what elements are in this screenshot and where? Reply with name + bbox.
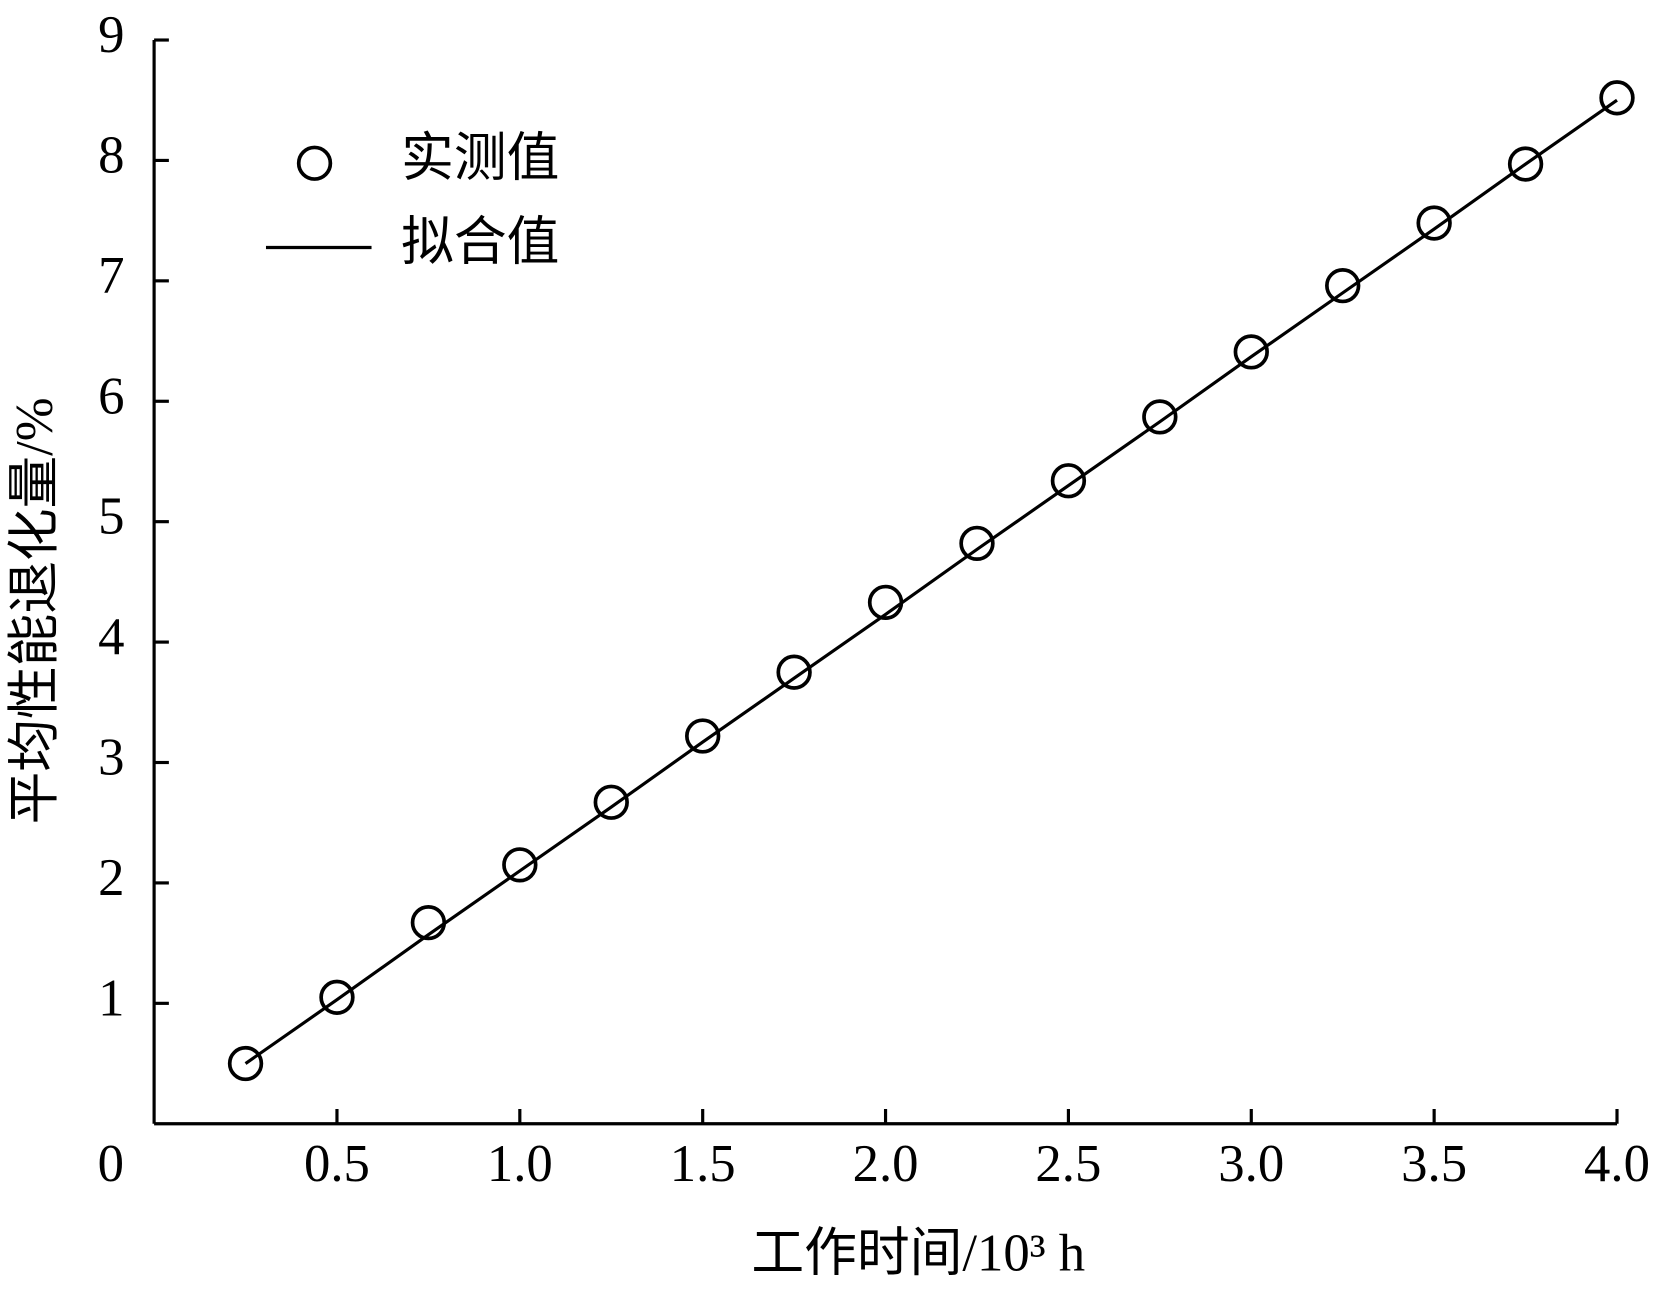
x-tick-label: 0.5	[304, 1135, 370, 1193]
data-point	[1416, 205, 1452, 241]
x-tick-label: 1.0	[487, 1135, 553, 1193]
y-tick-label: 9	[98, 6, 124, 64]
x-tick-label: 3.5	[1401, 1135, 1467, 1193]
y-tick-label: 8	[98, 127, 124, 185]
data-point	[227, 1045, 264, 1082]
x-tick-label: 2.0	[853, 1135, 919, 1193]
x-tick-label: 2.5	[1035, 1135, 1101, 1193]
data-point	[1233, 334, 1269, 370]
legend-label: 实测值	[401, 129, 559, 187]
data-point	[1050, 463, 1087, 499]
y-axis-title: 平均性能退化量/%	[6, 397, 64, 824]
y-tick-label: 3	[98, 729, 124, 787]
data-point	[1325, 268, 1361, 304]
x-tick-label: 4.0	[1584, 1135, 1650, 1193]
data-point	[1142, 399, 1178, 435]
y-tick-label: 7	[98, 247, 124, 305]
x-tick-label: 3.0	[1218, 1135, 1284, 1193]
x-axis-title: 工作时间/10³ h	[751, 1225, 1085, 1283]
y-tick-label: 2	[98, 849, 124, 907]
data-point	[502, 847, 538, 883]
data-point	[959, 525, 995, 561]
legend-marker	[296, 145, 333, 181]
y-tick-label: 5	[98, 488, 124, 546]
y-tick-label: 6	[98, 367, 124, 425]
y-tick-label: 1	[98, 969, 124, 1027]
data-point	[1507, 146, 1544, 182]
data-point	[319, 979, 355, 1015]
data-point	[776, 654, 812, 690]
fit-line	[244, 98, 1618, 1065]
y-tick-label: 4	[98, 608, 124, 666]
data-point	[1599, 80, 1635, 116]
legend-label: 拟合值	[401, 214, 559, 272]
data-point	[593, 784, 629, 820]
data-point	[685, 718, 721, 754]
x-tick-label: 1.5	[670, 1135, 736, 1193]
y-tick-label: 0	[98, 1135, 124, 1193]
